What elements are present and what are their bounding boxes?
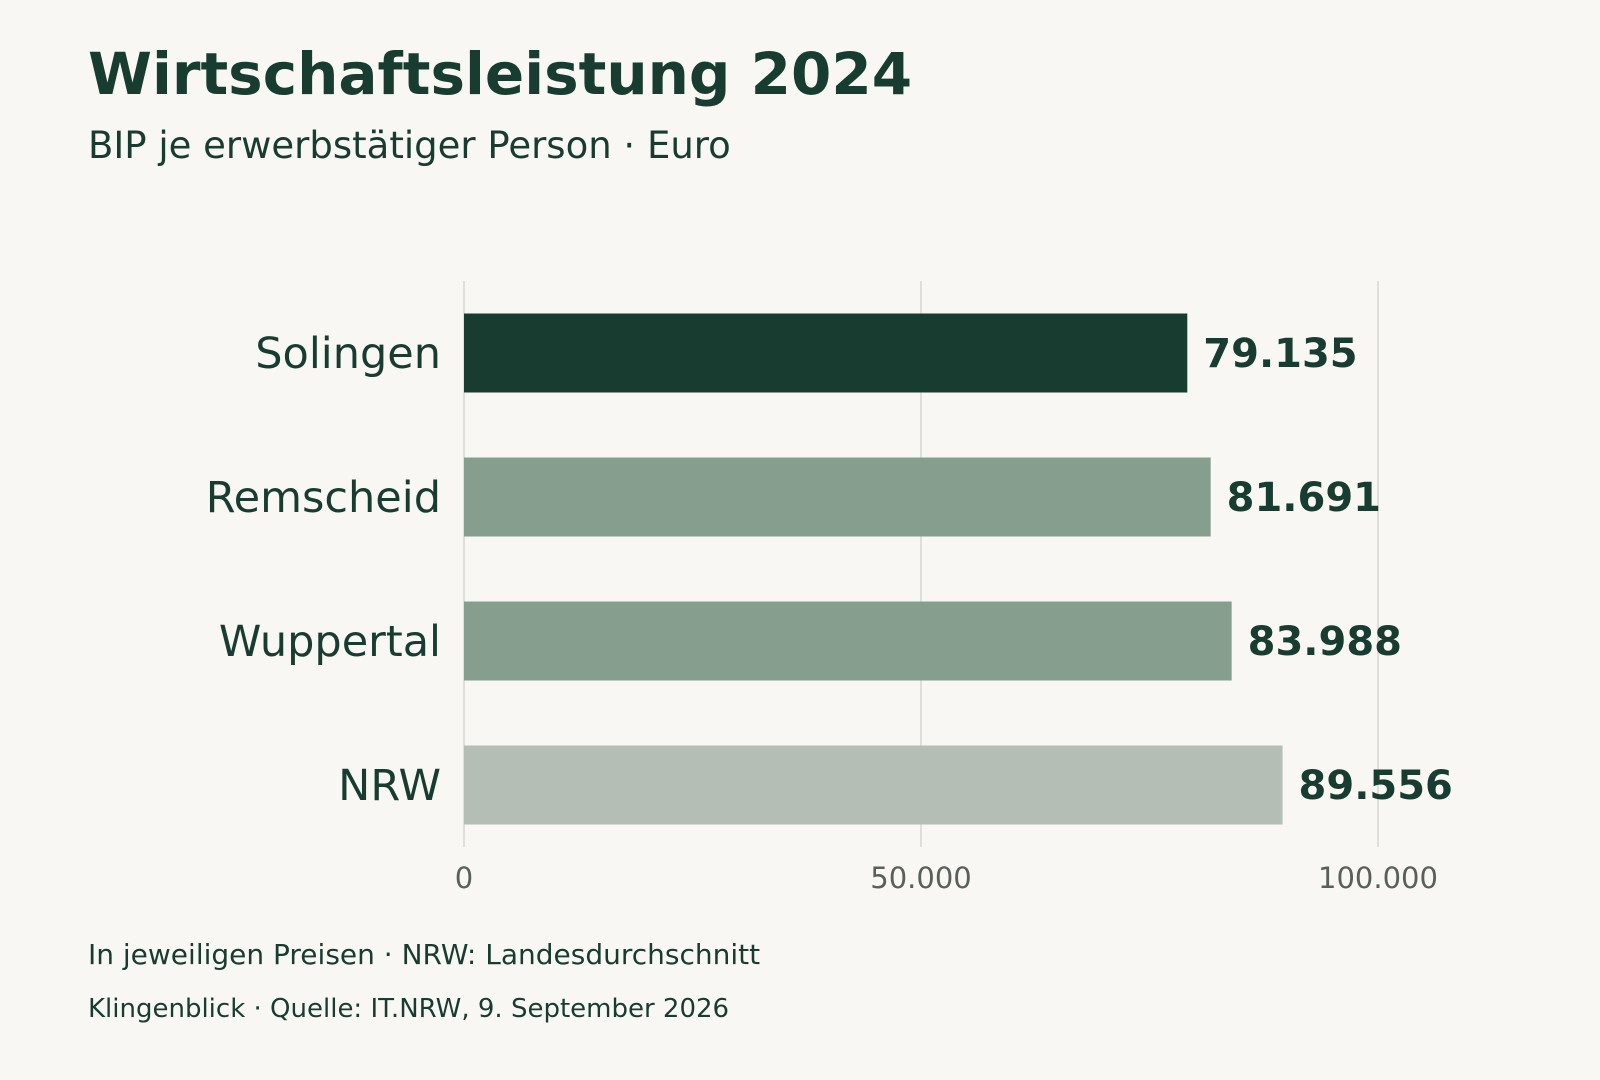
x-tick-label: 100.000 bbox=[1318, 861, 1438, 895]
category-label: Solingen bbox=[255, 329, 441, 379]
bar-nrw bbox=[464, 745, 1283, 825]
bar-solingen bbox=[464, 313, 1188, 393]
x-tick-label: 50.000 bbox=[870, 861, 971, 895]
value-label: 81.691 bbox=[1227, 475, 1381, 521]
bar-wuppertal bbox=[464, 601, 1232, 681]
category-label: Wuppertal bbox=[219, 617, 441, 667]
footnote: In jeweiligen Preisen · NRW: Landesdurch… bbox=[88, 938, 761, 971]
category-label: NRW bbox=[338, 761, 441, 811]
source-line: Klingenblick · Quelle: IT.NRW, 9. Septem… bbox=[88, 994, 730, 1024]
value-label: 79.135 bbox=[1203, 331, 1357, 377]
category-label: Remscheid bbox=[206, 473, 441, 523]
chart-title: Wirtschaftsleistung 2024 bbox=[88, 40, 913, 108]
bar-remscheid bbox=[464, 457, 1211, 537]
chart-subtitle: BIP je erwerbstätiger Person · Euro bbox=[88, 124, 731, 167]
value-label: 83.988 bbox=[1248, 619, 1402, 665]
value-label: 89.556 bbox=[1299, 763, 1453, 809]
x-tick-label: 0 bbox=[455, 861, 473, 895]
